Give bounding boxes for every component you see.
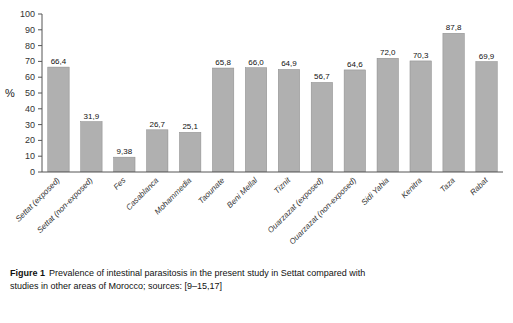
data-label: 25,1 [182,122,198,131]
y-tick [38,61,42,62]
bar [179,132,200,172]
x-axis: Settat (exposed)Settat (non-exposed)FesC… [14,175,490,246]
y-tick [38,77,42,78]
y-tick-label: 90 [25,25,35,35]
bar [245,68,266,172]
bar [476,62,497,172]
y-tick [38,172,42,173]
data-labels: 66,4 31,9 9,38 26,7 25,1 65,8 66,0 64,9 56,7 64,6… [51,23,495,156]
y-axis-label: % [5,87,15,99]
data-label: 9,38 [117,147,133,156]
bar [212,68,233,172]
y-tick [38,124,42,125]
x-tick-label: Tiznit [272,175,292,195]
chart-svg: 0 10 20 30 40 50 60 70 80 90 100% 66,4 31,9 9,38 26,7 2… [0,0,513,323]
data-label: 56,7 [314,72,330,81]
x-tick-label: Fes [112,176,128,192]
y-tick [38,140,42,141]
data-label: 70,3 [413,51,429,60]
y-tick [38,45,42,46]
x-tick-label: Ouarzazat (exposed) [266,176,325,235]
y-tick [38,93,42,94]
x-tick-label: Beni Mellal [225,176,259,210]
data-label: 64,6 [347,60,363,69]
data-label: 65,8 [215,58,231,67]
bar [278,69,299,172]
bar [311,82,332,172]
y-tick-label: 70 [25,56,35,66]
x-tick-label: Mohammedia [153,175,194,216]
caption-text: studies in other areas of Morocco; sourc… [10,281,222,291]
data-label: 72,0 [380,48,396,57]
x-tick-label: Taounate [197,175,227,205]
data-label: 31,9 [84,112,100,121]
y-tick-label: 100 [20,9,35,19]
caption-text: Prevalence of intestinal parasitosis in … [49,268,365,278]
bar [410,61,431,172]
bars [48,33,497,172]
data-label: 66,0 [248,58,264,67]
y-axis-line [42,14,43,172]
bar [81,122,102,172]
data-label: 69,9 [479,52,495,61]
bar [443,33,464,172]
bar [377,58,398,172]
x-tick-label: Sidi Yahia [360,175,392,207]
y-tick [38,108,42,109]
data-label: 87,8 [446,23,462,32]
y-tick [38,29,42,30]
x-axis-line [42,172,503,173]
x-tick-label: Taza [438,175,457,194]
caption: Figure 1 Prevalence of intestinal parasit… [10,268,365,291]
chart-container: 0 10 20 30 40 50 60 70 80 90 100% 66,4 31,9 9,38 26,7 2… [0,0,513,323]
bar [48,67,69,172]
y-axis: 0 10 20 30 40 50 60 70 80 90 100 [20,9,42,177]
y-tick-label: 20 [25,135,35,145]
bar [147,130,168,172]
data-label: 64,9 [281,59,297,68]
y-tick-label: 50 [25,88,35,98]
y-tick-label: 0 [30,167,35,177]
y-tick [38,156,42,157]
x-tick-label: Ouarzazat (non-exposed) [287,176,358,247]
y-tick-label: 80 [25,41,35,51]
y-tick-label: 40 [25,104,35,114]
y-tick [38,14,42,15]
x-tick-label: Rabat [468,175,490,197]
y-tick-label: 60 [25,72,35,82]
x-tick-label: Kenitra [400,175,425,200]
data-label: 26,7 [149,120,165,129]
bar [114,157,135,172]
data-label: 66,4 [51,57,67,66]
y-tick-label: 10 [25,151,35,161]
bar [344,70,365,172]
caption-title: Figure 1 [10,268,45,278]
y-tick-label: 30 [25,120,35,130]
x-tick-label: Settat (non-exposed) [35,176,94,235]
